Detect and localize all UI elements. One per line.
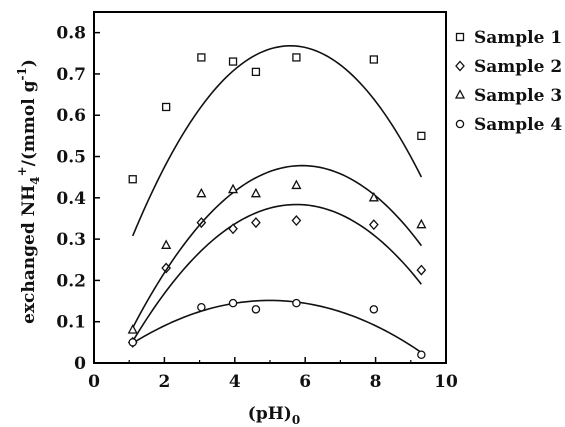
data-point (291, 179, 302, 190)
plot-area (127, 45, 427, 359)
data-point (197, 303, 206, 312)
legend: Sample 1 Sample 2 Sample 3 Sample 4 (454, 28, 562, 135)
x-tick-label: 4 (229, 372, 241, 392)
fit-curve (132, 299, 422, 354)
y-tick-label: 0.7 (56, 65, 86, 85)
legend-label: Sample 4 (474, 115, 562, 135)
series-3 (127, 164, 427, 334)
data-point (369, 305, 379, 314)
series-4 (128, 298, 426, 359)
y-tick-label: 0.6 (56, 106, 86, 126)
x-tick-label: 8 (370, 372, 382, 392)
x-tick-label: 6 (299, 372, 311, 392)
plot-frame (93, 11, 447, 364)
data-point (228, 223, 238, 235)
data-point (196, 187, 207, 198)
data-point (369, 55, 378, 64)
fit-curve (131, 45, 423, 237)
legend-marker (455, 32, 465, 42)
data-point (228, 298, 238, 308)
x-tick-label: 10 (434, 372, 458, 392)
legend-marker (455, 119, 465, 129)
data-point (162, 102, 171, 112)
data-point (251, 67, 261, 77)
y-tick-label: 0.5 (56, 148, 86, 168)
data-point (228, 57, 238, 66)
y-tick-label: 0.1 (56, 313, 86, 333)
fit-curve (132, 203, 422, 342)
data-point (251, 217, 261, 229)
data-point (197, 53, 206, 62)
y-tick-label: 0.3 (56, 230, 86, 250)
data-point (416, 218, 427, 229)
x-tick-label: 2 (158, 372, 170, 392)
x-axis-title: (pH)0 (248, 404, 300, 427)
legend-label: Sample 2 (474, 57, 562, 77)
data-point (128, 175, 137, 184)
y-tick-label: 0.2 (56, 271, 86, 291)
data-point (161, 239, 172, 249)
x-tick-label: 0 (88, 372, 100, 392)
data-point (128, 338, 137, 347)
y-tick-label: 0 (74, 354, 86, 374)
y-tick-label: 0.4 (56, 189, 86, 209)
fit-curve (132, 164, 422, 329)
data-point (417, 131, 426, 141)
data-point (227, 183, 239, 194)
data-point (292, 53, 301, 62)
legend-label: Sample 3 (474, 86, 562, 106)
series-2 (127, 203, 427, 348)
axes: 0 2 4 6 8 10 0 0.1 0.2 0.3 0.4 0.5 0.6 0.7 0.8 (pH)0 exc… (15, 11, 458, 427)
y-axis-title: exchanged NH4+/(mmol g-1) (15, 59, 42, 324)
data-point (368, 191, 379, 202)
data-point (416, 264, 427, 276)
data-point (417, 350, 426, 359)
series-1 (128, 45, 426, 237)
y-tick-label: 0.8 (56, 24, 86, 44)
legend-marker (455, 60, 465, 72)
legend-label: Sample 1 (474, 28, 562, 48)
data-point (250, 187, 262, 198)
data-point (291, 215, 302, 227)
data-point (251, 305, 261, 314)
data-point (292, 298, 301, 308)
legend-marker (454, 89, 466, 99)
data-point (368, 219, 379, 231)
data-point (127, 324, 138, 334)
